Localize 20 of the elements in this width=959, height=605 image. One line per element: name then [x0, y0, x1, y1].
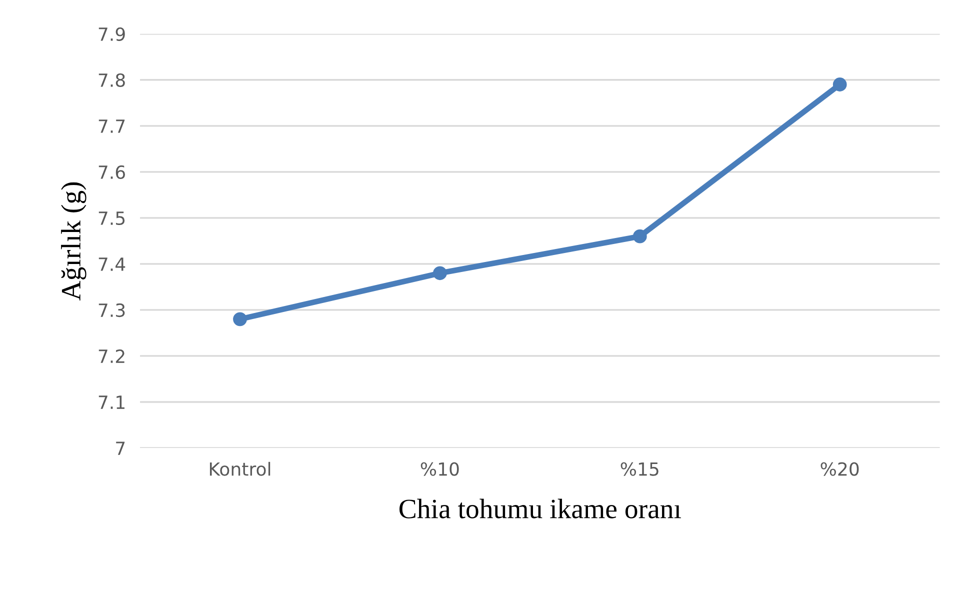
x-tick-label: %10	[420, 462, 459, 476]
x-tick-label: %20	[820, 462, 859, 476]
point	[832, 78, 847, 92]
point	[632, 229, 647, 244]
y-tick-label: 7.6	[98, 165, 125, 180]
x-tick-label: %15	[620, 462, 658, 476]
y-tick-label: 7.9	[98, 27, 125, 41]
point	[233, 312, 247, 326]
y-tick-label: 7	[116, 442, 125, 455]
y-tick-label: 7.3	[98, 303, 125, 318]
y-tick-label: 7.7	[98, 120, 125, 133]
y-tick-label: 7.8	[98, 73, 125, 88]
y-tick-label: 7.2	[98, 349, 124, 363]
x-tick-label: Kontrol	[210, 462, 270, 476]
point	[432, 266, 447, 280]
y-tick-label: 7.1	[98, 396, 124, 409]
x-axis-title: Chia tohumu ikame oranı	[399, 498, 681, 518]
y-axis-title: Ağırlık (g)	[61, 182, 86, 300]
y-tick-label: 7.4	[98, 258, 126, 271]
y-tick-label: 7.5	[98, 212, 125, 226]
